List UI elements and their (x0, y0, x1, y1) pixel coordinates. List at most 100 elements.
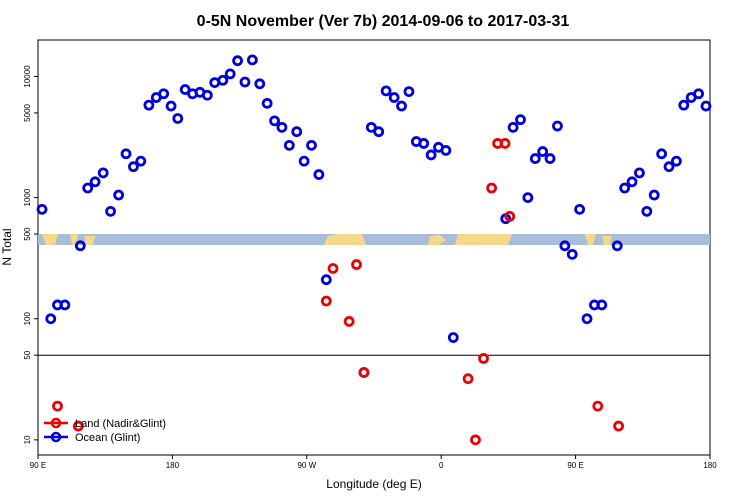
map-ocean-band (38, 234, 710, 245)
land-point (72, 420, 84, 432)
ocean-point (74, 240, 86, 252)
ocean-point (678, 99, 690, 111)
map-land-segment (324, 234, 366, 245)
y-tick-label: 10000 (23, 65, 32, 88)
ocean-point (365, 121, 377, 133)
ocean-point (158, 88, 170, 100)
x-tick-label: 90 W (297, 461, 316, 470)
ocean-point (113, 189, 125, 201)
legend: Land (Nadir&Glint) Ocean (Glint) (44, 417, 166, 444)
ocean-point (537, 146, 549, 157)
ocean-point (232, 55, 243, 67)
ocean-point (418, 138, 430, 149)
map-land-segment (585, 234, 596, 245)
ocean-point (172, 113, 184, 124)
ocean-point (619, 182, 631, 194)
ocean-point (320, 274, 332, 286)
ocean-point (440, 145, 452, 156)
ocean-point (611, 240, 623, 252)
ocean-point (298, 155, 310, 167)
y-tick-label: 50 (23, 350, 32, 359)
ocean-point (179, 84, 191, 95)
ocean-point (626, 176, 638, 188)
ocean-point (143, 99, 155, 111)
legend-land-marker (50, 417, 62, 429)
ocean-point (700, 100, 712, 112)
ocean-point (89, 176, 101, 188)
land-points (52, 138, 625, 446)
ocean-point (165, 100, 177, 112)
ocean-point (313, 169, 325, 180)
ocean-point (522, 192, 534, 203)
ocean-point (239, 76, 251, 88)
land-point (462, 373, 474, 385)
ocean-point (581, 313, 593, 325)
y-axis: 10 50 100 500 1000 5000 10000 (23, 65, 38, 444)
ocean-point (105, 205, 116, 217)
y-tick-label: 10 (23, 435, 32, 444)
land-point (504, 210, 516, 222)
ocean-point (663, 161, 675, 173)
x-tick-label: 90 E (30, 461, 46, 470)
y-tick-label: 5000 (23, 103, 32, 121)
y-tick-label: 100 (23, 312, 32, 326)
ocean-point (425, 149, 437, 161)
land-point (478, 353, 489, 364)
ocean-point (224, 68, 236, 80)
ocean-point (373, 126, 385, 138)
ocean-point (552, 120, 563, 132)
map-land-segment (428, 235, 446, 245)
land-point (327, 263, 339, 274)
land-point (52, 400, 63, 412)
land-point (358, 367, 370, 378)
ocean-point (261, 97, 273, 109)
ocean-point (291, 126, 303, 138)
map-land-segment (455, 234, 512, 245)
x-axis: 90 E 180 90 W 0 90 E 180 (30, 455, 717, 470)
ocean-point (596, 299, 608, 311)
ocean-point (403, 86, 415, 97)
y-axis-label: N Total (0, 228, 14, 265)
land-point (592, 400, 604, 412)
ocean-point (388, 92, 400, 103)
ocean-point (217, 74, 229, 86)
x-tick-label: 0 (439, 461, 444, 470)
map-land-segment (602, 236, 612, 245)
ocean-point (447, 332, 459, 343)
ocean-point (135, 155, 147, 167)
map-land-segment (84, 236, 96, 245)
land-point (499, 138, 511, 149)
ocean-point (269, 115, 280, 127)
ocean-point (201, 89, 213, 101)
legend-entry-ocean: Ocean (Glint) (44, 431, 140, 444)
land-point (320, 295, 332, 307)
plot-frame (37, 39, 711, 456)
ocean-point (45, 313, 57, 325)
ocean-point (634, 167, 645, 179)
chart-title: 0-5N November (Ver 7b) 2014-09-06 to 201… (197, 13, 570, 30)
land-point (470, 434, 481, 446)
ocean-point (306, 139, 317, 151)
y-tick-label: 500 (23, 227, 32, 241)
x-tick-label: 90 E (567, 461, 583, 470)
ocean-point (276, 121, 288, 133)
land-point (486, 182, 498, 194)
ocean-points (36, 54, 712, 378)
x-tick-label: 180 (166, 461, 180, 470)
ocean-point (59, 299, 71, 311)
ocean-point (128, 161, 139, 173)
land-point (613, 420, 625, 432)
ocean-point (36, 203, 48, 215)
ocean-point (544, 153, 556, 164)
ocean-point (82, 182, 94, 194)
ocean-point (641, 205, 653, 217)
y-tick-label: 1000 (23, 188, 32, 206)
map-land-segment (70, 234, 78, 245)
ocean-point (120, 148, 132, 160)
ocean-point (380, 85, 392, 97)
x-tick-label: 180 (703, 461, 717, 470)
ocean-point (254, 78, 266, 90)
legend-entry-land: Land (Nadir&Glint) (44, 417, 166, 430)
land-point (343, 316, 355, 327)
